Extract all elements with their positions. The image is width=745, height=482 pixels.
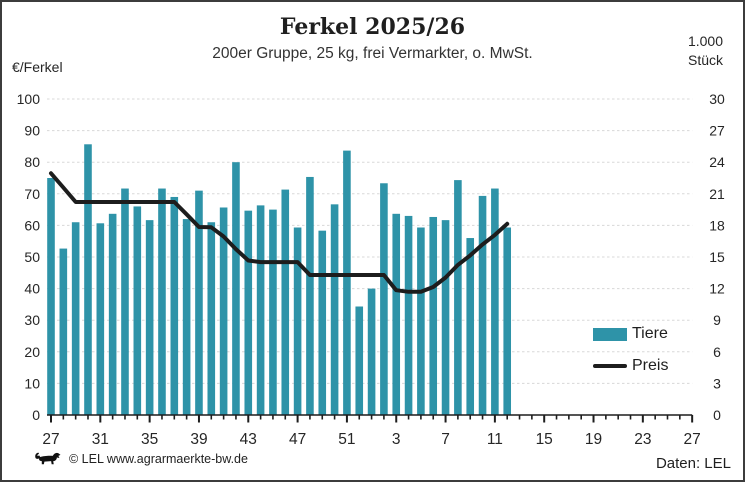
preis-line-swatch (593, 364, 627, 368)
footer-branding: © LEL www.agrarmaerkte-bw.de (34, 450, 248, 467)
right-axis-unit-line2: Stück (687, 52, 723, 68)
tiere-bar (491, 188, 499, 415)
data-source-text: Daten: LEL (655, 455, 731, 472)
tiere-bar (133, 206, 142, 415)
legend-label-tiere: Tiere (632, 325, 668, 342)
tiere-bar (207, 222, 216, 415)
tiere-bar (392, 213, 401, 415)
x-axis-tick-label: 19 (585, 431, 602, 448)
x-axis-tick-label: 43 (240, 431, 257, 448)
tiere-bar (380, 183, 388, 415)
legend-label-preis: Preis (632, 357, 669, 374)
tiere-bar (404, 215, 413, 415)
tiere-bar (318, 230, 327, 415)
right-axis-tick-label: 30 (709, 91, 725, 107)
tiere-bar (429, 216, 438, 415)
right-axis-unit-label: 1.000 Stück (688, 32, 723, 70)
tiere-bar (306, 176, 314, 415)
tiere-bar (59, 248, 68, 415)
tiere-bar (232, 162, 240, 415)
right-axis-tick-label: 15 (709, 249, 725, 265)
x-axis-tick-label: 27 (684, 431, 701, 448)
legend-item-tiere: Tiere (593, 324, 693, 344)
left-axis-tick-label: 70 (24, 186, 40, 202)
bw-lion-logo-icon (35, 452, 61, 465)
tiere-bar (417, 227, 425, 415)
x-axis-tick-label: 51 (338, 431, 355, 448)
legend: Tiere Preis (593, 324, 693, 388)
chart-title: Ferkel 2025/26 (279, 14, 466, 40)
x-axis-tick-label: 3 (392, 431, 401, 448)
tiere-bar (195, 190, 203, 415)
left-axis-tick-label: 60 (24, 217, 40, 233)
copyright-text: © LEL www.agrarmaerkte-bw.de (69, 451, 248, 466)
left-axis-tick-label: 30 (24, 312, 40, 328)
left-axis-tick-label: 0 (32, 407, 40, 423)
right-axis-tick-label: 6 (713, 344, 721, 360)
tiere-bar (478, 195, 487, 415)
legend-item-preis: Preis (593, 356, 693, 376)
tiere-bar (96, 223, 105, 415)
tiere-bar (330, 204, 339, 415)
tiere-bar (158, 188, 166, 415)
right-axis-tick-label: 27 (709, 123, 725, 139)
right-axis-tick-label: 24 (709, 154, 725, 170)
tiere-bar (293, 227, 302, 415)
x-axis-tick-label: 31 (92, 431, 109, 448)
x-axis-tick-label: 47 (289, 431, 306, 448)
left-axis-tick-label: 40 (24, 281, 40, 297)
x-axis-tick-label: 27 (42, 431, 59, 448)
tiere-bar (47, 178, 55, 415)
right-axis-tick-label: 18 (709, 217, 725, 233)
tiere-bar (121, 188, 129, 415)
chart-subtitle: 200er Gruppe, 25 kg, frei Vermarkter, o.… (212, 45, 533, 62)
tiere-bar (84, 144, 92, 415)
tiere-bar (269, 209, 277, 415)
tiere-bar (71, 222, 80, 415)
preis-line (49, 171, 510, 294)
x-axis-tick-label: 11 (487, 431, 503, 448)
tiere-bar (281, 189, 290, 415)
left-axis-tick-label: 10 (24, 375, 40, 391)
tiere-bar (219, 207, 228, 415)
x-axis-tick-label: 23 (634, 431, 651, 448)
x-axis-tick-label: 7 (441, 431, 450, 448)
tiere-bar (441, 220, 450, 415)
tiere-bar (503, 227, 512, 415)
right-axis-tick-label: 12 (709, 281, 725, 297)
left-axis-tick-label: 80 (24, 154, 40, 170)
tiere-bar (367, 288, 376, 415)
tiere-bar (355, 306, 364, 415)
tiere-bar (343, 150, 351, 415)
right-axis-tick-label: 3 (713, 375, 721, 391)
left-axis-tick-label: 20 (24, 344, 40, 360)
left-axis-unit-label: €/Ferkel (12, 59, 63, 75)
left-axis-tick-label: 100 (17, 91, 41, 107)
right-axis-tick-label: 0 (713, 407, 721, 423)
tiere-bar (145, 220, 154, 415)
x-axis-tick-label: 35 (141, 431, 158, 448)
right-axis-tick-label: 21 (709, 186, 725, 202)
tiere-bar-swatch (593, 327, 627, 341)
tiere-bar (244, 210, 253, 415)
tiere-bar (170, 196, 179, 415)
x-axis-tick-label: 39 (190, 431, 207, 448)
tiere-bar (182, 219, 191, 415)
tiere-bar (108, 213, 117, 415)
tiere-bar (256, 205, 265, 415)
tiere-bar (454, 180, 462, 415)
left-axis-tick-label: 50 (24, 249, 40, 265)
right-axis-unit-line1: 1.000 (687, 33, 723, 49)
x-axis-tick-label: 15 (536, 431, 553, 448)
right-axis-tick-label: 9 (713, 312, 721, 328)
tiere-bar (466, 238, 475, 415)
left-axis-tick-label: 90 (24, 123, 40, 139)
